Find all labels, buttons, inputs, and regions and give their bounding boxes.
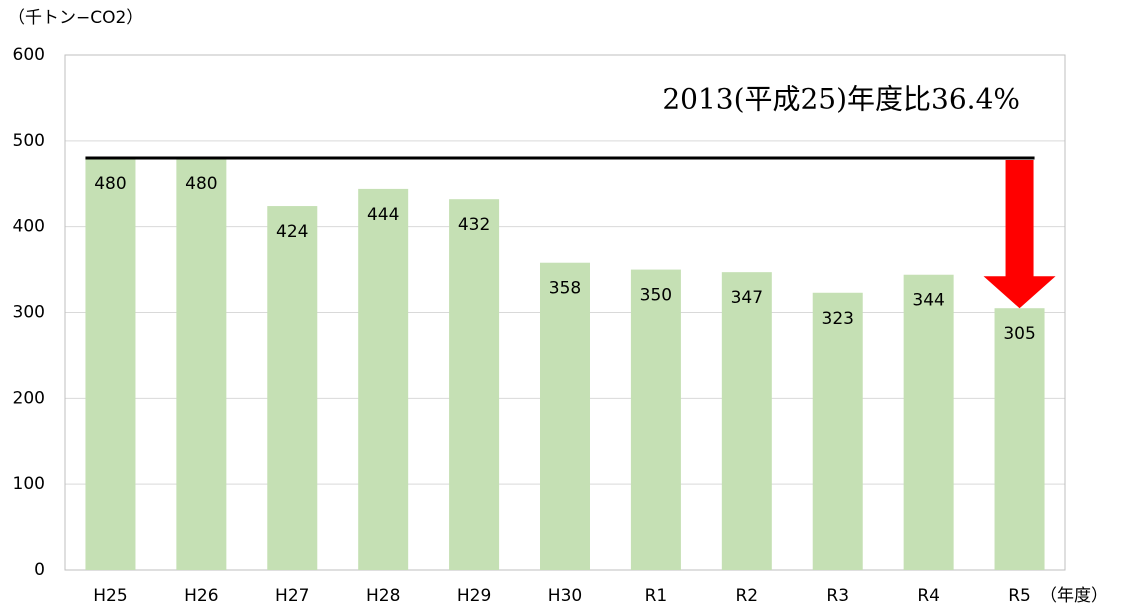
- bar: [994, 308, 1045, 570]
- bar: [630, 269, 681, 570]
- y-tick-label: 200: [13, 388, 45, 408]
- y-tick-label: 100: [13, 474, 45, 494]
- x-tick-label: H29: [457, 586, 491, 606]
- data-label: 344: [912, 291, 944, 311]
- data-label: 444: [367, 205, 399, 225]
- bar: [176, 158, 227, 570]
- y-axis-label: （千トン−CO2）: [8, 8, 143, 28]
- data-label: 432: [458, 215, 490, 235]
- data-label: 350: [640, 286, 672, 306]
- y-tick-label: 500: [13, 131, 45, 151]
- data-label: 424: [276, 222, 308, 242]
- x-tick-label: H27: [275, 586, 309, 606]
- x-axis-label: （年度）: [1040, 586, 1108, 606]
- annotation: 2013(平成25)年度比36.4%: [662, 83, 1020, 116]
- x-tick-label: H26: [184, 586, 218, 606]
- bar: [267, 206, 318, 571]
- y-tick-label: 600: [13, 45, 45, 65]
- bar: [812, 292, 863, 570]
- x-tick-label: H28: [366, 586, 400, 606]
- data-label: 323: [822, 309, 854, 329]
- bar: [85, 158, 136, 570]
- x-tick-label: R3: [826, 586, 849, 606]
- x-tick-label: R1: [645, 586, 668, 606]
- data-label: 358: [549, 279, 581, 299]
- x-tick-label: R2: [735, 586, 758, 606]
- x-tick-label: H30: [548, 586, 582, 606]
- y-tick-label: 400: [13, 217, 45, 237]
- data-label: 480: [185, 174, 217, 194]
- bar: [721, 272, 772, 570]
- bar: [449, 199, 500, 570]
- data-label: 480: [94, 174, 126, 194]
- y-tick-label: 0: [34, 560, 45, 580]
- x-tick-label: R4: [917, 586, 940, 606]
- bar: [903, 274, 954, 570]
- x-tick-label: R5: [1008, 586, 1031, 606]
- data-label: 347: [731, 288, 763, 308]
- reduction-arrow: [983, 160, 1056, 309]
- x-tick-label: H25: [93, 586, 127, 606]
- data-label: 305: [1003, 324, 1035, 344]
- bar: [540, 262, 590, 570]
- bar: [358, 188, 409, 570]
- y-tick-label: 300: [13, 303, 45, 323]
